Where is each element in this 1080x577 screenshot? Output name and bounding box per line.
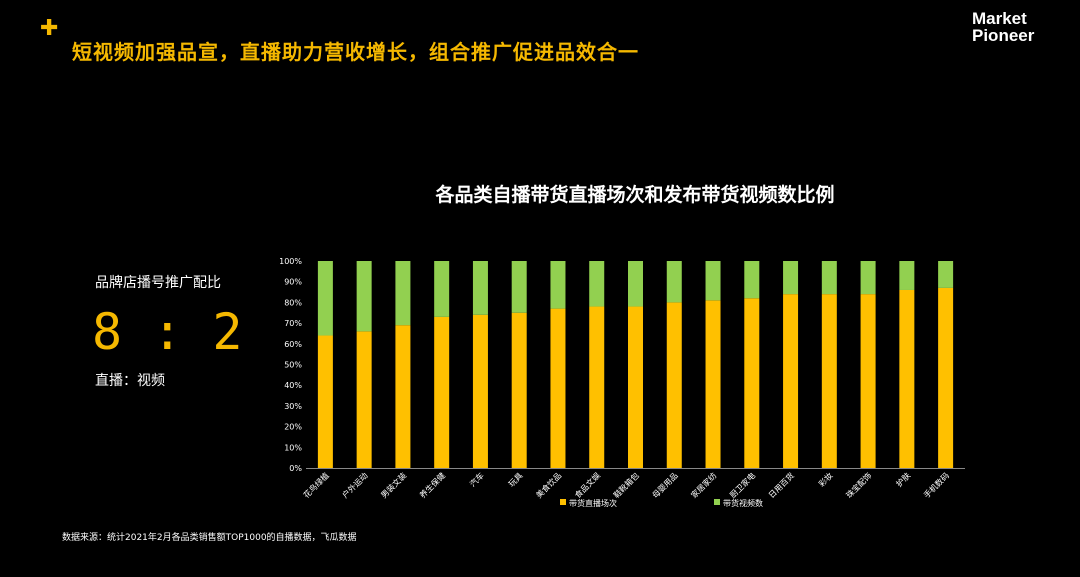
y-tick-label: 60%	[284, 340, 302, 349]
legend-label-2: 带货视频数	[723, 498, 763, 508]
page-title: 短视频加强品宣，直播助力营收增长，组合推广促进品效合一	[72, 40, 639, 64]
bar-live-10	[666, 302, 682, 468]
plus-icon: ✚	[40, 16, 59, 41]
bar-video-15	[860, 261, 876, 295]
bar-live-11	[705, 300, 721, 468]
legend-swatch-2	[714, 499, 720, 505]
y-tick-label: 50%	[284, 361, 302, 370]
ratio-value: 8 : 2	[92, 303, 243, 361]
x-tick-label: 珠宝配饰	[844, 470, 874, 500]
bar-live-17	[938, 287, 954, 468]
x-tick-label: 花鸟绿植	[301, 470, 331, 500]
bar-live-5	[472, 314, 488, 468]
ratio-label: 品牌店播号推广配比	[95, 275, 221, 291]
bar-live-15	[860, 294, 876, 468]
x-tick-label: 户外运动	[340, 470, 370, 500]
bar-live-1	[317, 335, 333, 468]
bar-live-14	[821, 294, 837, 468]
x-tick-label: 护肤	[894, 470, 912, 488]
bar-video-11	[705, 261, 721, 301]
x-tick-label: 手机数码	[921, 470, 951, 500]
bar-video-13	[783, 261, 799, 295]
bar-video-6	[511, 261, 527, 313]
chart-title: 各品类自播带货直播场次和发布带货视频数比例	[435, 184, 835, 206]
legend-label-1: 带货直播场次	[569, 498, 617, 508]
x-tick-label: 鞋靴箱包	[611, 470, 641, 500]
y-tick-label: 40%	[284, 381, 302, 390]
bar-video-4	[434, 261, 450, 317]
bar-video-10	[666, 261, 682, 303]
x-tick-label: 玩具	[507, 471, 525, 489]
x-tick-label: 家居家纺	[689, 470, 719, 500]
bar-video-2	[356, 261, 372, 332]
y-tick-label: 80%	[284, 298, 302, 307]
market-pioneer-logo: Market Pioneer	[972, 10, 1034, 44]
bar-live-2	[356, 331, 372, 468]
y-tick-label: 10%	[284, 443, 302, 452]
bar-live-12	[744, 298, 760, 468]
bar-video-17	[938, 261, 954, 288]
bar-video-5	[472, 261, 488, 315]
bar-video-16	[899, 261, 915, 290]
y-tick-label: 70%	[284, 319, 302, 328]
x-tick-label: 汽车	[467, 470, 485, 488]
bar-live-16	[899, 289, 915, 468]
x-tick-label: 男装文装	[379, 470, 409, 500]
bar-live-13	[783, 294, 799, 468]
bar-video-12	[744, 261, 760, 299]
x-tick-label: 厨卫家电	[728, 470, 758, 500]
bar-live-6	[511, 312, 527, 468]
x-tick-label: 彩妆	[816, 470, 834, 488]
bar-live-4	[434, 316, 450, 468]
y-tick-label: 0%	[289, 464, 302, 473]
x-tick-label: 食品文娱	[572, 470, 602, 500]
x-tick-label: 养生保健	[417, 470, 447, 500]
x-tick-label: 美食饮品	[534, 470, 564, 500]
bar-video-7	[550, 261, 566, 309]
ratio-sublabel: 直播：视频	[95, 373, 165, 389]
bar-live-8	[589, 306, 605, 468]
logo-line-1: Market	[972, 9, 1027, 28]
bar-live-7	[550, 308, 566, 468]
y-tick-label: 30%	[284, 402, 302, 411]
logo-line-2: Pioneer	[972, 26, 1035, 45]
legend-swatch-1	[560, 499, 566, 505]
bar-live-3	[395, 325, 411, 468]
bar-video-9	[628, 261, 643, 307]
bar-video-1	[317, 261, 333, 336]
bar-live-9	[628, 306, 643, 468]
y-tick-label: 20%	[284, 423, 302, 432]
x-tick-label: 母婴用品	[651, 471, 680, 500]
x-tick-label: 日用百货	[766, 470, 796, 500]
y-tick-label: 90%	[284, 278, 302, 287]
bar-video-3	[395, 261, 411, 326]
bar-video-14	[821, 261, 837, 295]
data-source-note: 数据来源：统计2021年2月各品类销售额TOP1000的自播数据，飞瓜数据	[62, 533, 357, 543]
bar-video-8	[589, 261, 605, 307]
y-tick-label: 100%	[279, 257, 302, 266]
